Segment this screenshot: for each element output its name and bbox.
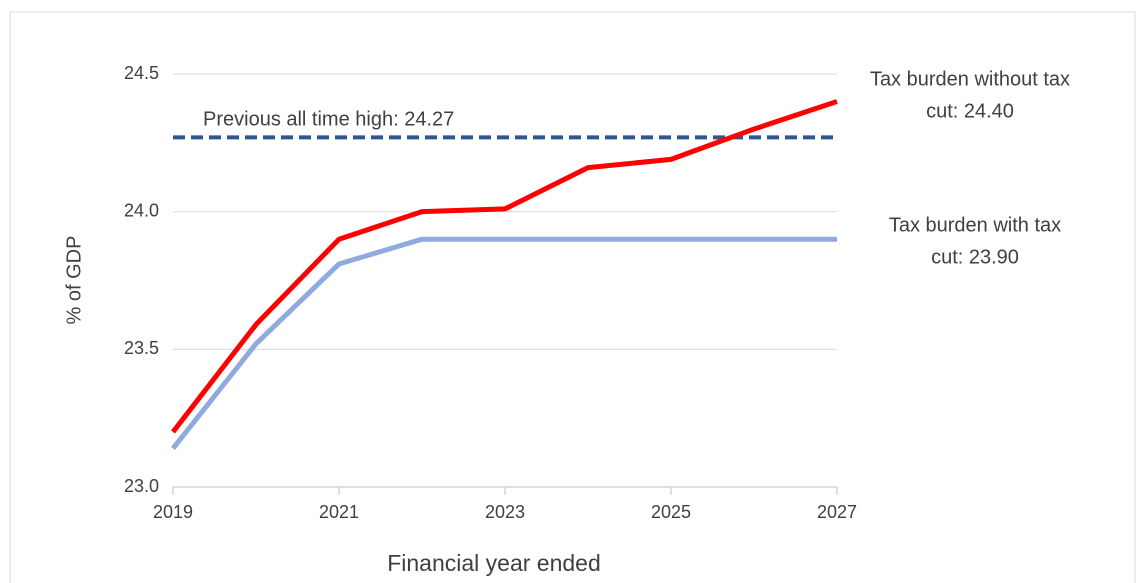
annotation: Tax burden without tax: [870, 68, 1070, 90]
y-tick-label: 24.0: [124, 200, 159, 220]
y-tick-label: 24.5: [124, 63, 159, 83]
x-tick-label: 2025: [651, 502, 691, 522]
annotation: cut: 24.40: [926, 100, 1014, 122]
annotation: cut: 23.90: [931, 246, 1019, 268]
chart-border: [9, 11, 1136, 583]
x-tick-label: 2021: [319, 502, 359, 522]
series-line: [171, 236, 837, 451]
x-axis-label: Financial year ended: [387, 550, 601, 576]
x-tick-label: 2027: [817, 502, 857, 522]
y-tick-label: 23.0: [124, 476, 159, 496]
series-line: [171, 99, 838, 434]
x-tick-label: 2023: [485, 502, 525, 522]
y-axis-label: % of GDP: [63, 236, 85, 325]
annotation: Previous all time high: 24.27: [203, 108, 454, 130]
annotation: Tax burden with tax: [889, 214, 1061, 236]
y-tick-label: 23.5: [124, 338, 159, 358]
x-tick-label: 2019: [153, 502, 193, 522]
